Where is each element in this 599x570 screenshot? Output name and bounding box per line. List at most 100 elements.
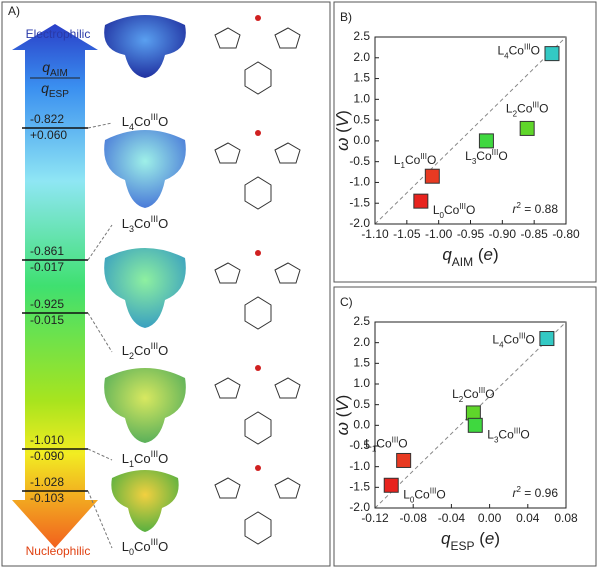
y-axis-label: ω (V) [333,110,352,151]
text-part: q [41,80,49,96]
ring [274,142,301,164]
y-tick-label: -1.0 [349,175,370,189]
ring [244,61,272,95]
gradient-arrow [12,24,98,548]
text-part: r [513,202,518,216]
ring [214,377,241,399]
structures [214,27,301,545]
x-tick-label: 0.08 [554,511,578,525]
esp-charge: +0.060 [30,128,67,142]
text-part: L [122,451,129,466]
text-part: Co [134,539,151,554]
y-tick-label: -1.0 [349,459,370,473]
text-part: O [158,216,168,231]
text-part: ( [473,245,484,264]
ring [214,477,241,499]
text-part: V [333,114,352,127]
text-part: III [479,386,486,395]
aim-charge: -0.861 [30,244,64,258]
text-part: L [122,114,129,129]
text-part: III [151,214,159,224]
text-part: L [403,487,410,501]
y-tick-label: 1.5 [353,71,370,85]
esp-charge: -0.090 [30,449,64,463]
y-tick-label: 0.0 [353,418,370,432]
text-part: III [532,100,539,109]
q-esp-header: qESP [41,80,69,100]
y-tick-label: 1.0 [353,92,370,106]
text-part: q [441,529,451,548]
text-part: O [498,149,507,163]
aim-charge: -1.028 [30,475,64,489]
ring [274,27,301,49]
surface [104,248,186,328]
text-part: 1 [129,459,134,469]
text-part: 1 [400,161,405,170]
ring [244,411,272,445]
point [424,168,440,184]
ring [214,27,241,49]
text-part: III [492,147,499,156]
surface [104,15,186,78]
text-part: AIM [50,68,68,79]
text-part: ( [333,411,352,422]
text-part: L [465,149,472,163]
point [467,417,483,433]
text-part: O [427,153,436,167]
text-part: e [485,529,494,548]
text-part: 2 [513,109,518,118]
text-part: ( [333,127,352,138]
complex-label: L0CoIIIO [122,537,169,557]
y-tick-label: 0.0 [353,133,370,147]
plot-frame [374,321,567,509]
x-tick-label: 0.04 [516,511,540,525]
text-part: L [433,203,440,217]
y-tick-label: -1.5 [349,195,370,209]
text-part: Co [134,451,151,466]
text-part: O [531,44,540,58]
esp-charge: -0.015 [30,313,64,327]
esp-charge: -0.017 [30,260,64,274]
text-part: Co [498,428,514,442]
text-part: III [392,435,399,444]
y-tick-label: 2.5 [353,29,370,43]
x-tick-label: -0.08 [400,511,428,525]
text-part: L [122,539,129,554]
text-part: Co [504,333,520,347]
connector [87,490,113,549]
x-tick-label: -1.10 [361,227,389,241]
y-tick-label: -0.5 [349,154,370,168]
connector [87,448,113,461]
text-part: 0 [129,547,134,557]
surface [104,130,186,208]
point [539,331,555,347]
y-tick-label: 0.5 [353,397,370,411]
text-part: III [430,486,437,495]
text-part: 0 [440,211,445,220]
point-label: L1CoIIIO [394,152,437,170]
text-part: ( [474,529,485,548]
text-part: O [466,203,475,217]
text-part: III [459,202,466,211]
connector [87,122,113,129]
q-aim-header: qAIM [42,59,68,79]
y-tick-label: 2.5 [353,314,370,328]
text-part: O [158,451,168,466]
text-part: 4 [504,51,509,60]
fit-line [374,36,567,225]
text-part: O [158,114,168,129]
point-label: L2CoIIIO [452,386,495,404]
text-part: L [492,333,499,347]
surface [104,368,186,443]
x-tick-label: -0.12 [361,511,389,525]
text-part: O [158,539,168,554]
complex-label: L1CoIIIO [122,449,169,469]
panel-label: C) [340,295,353,309]
oxo [255,15,261,21]
point [383,477,399,493]
text-part: = 0.88 [521,202,558,216]
text-part: III [151,112,159,122]
point-label: L0CoIIIO [433,202,476,220]
point-label: L3CoIIIO [487,426,530,444]
esp-charge: -0.103 [30,491,64,505]
